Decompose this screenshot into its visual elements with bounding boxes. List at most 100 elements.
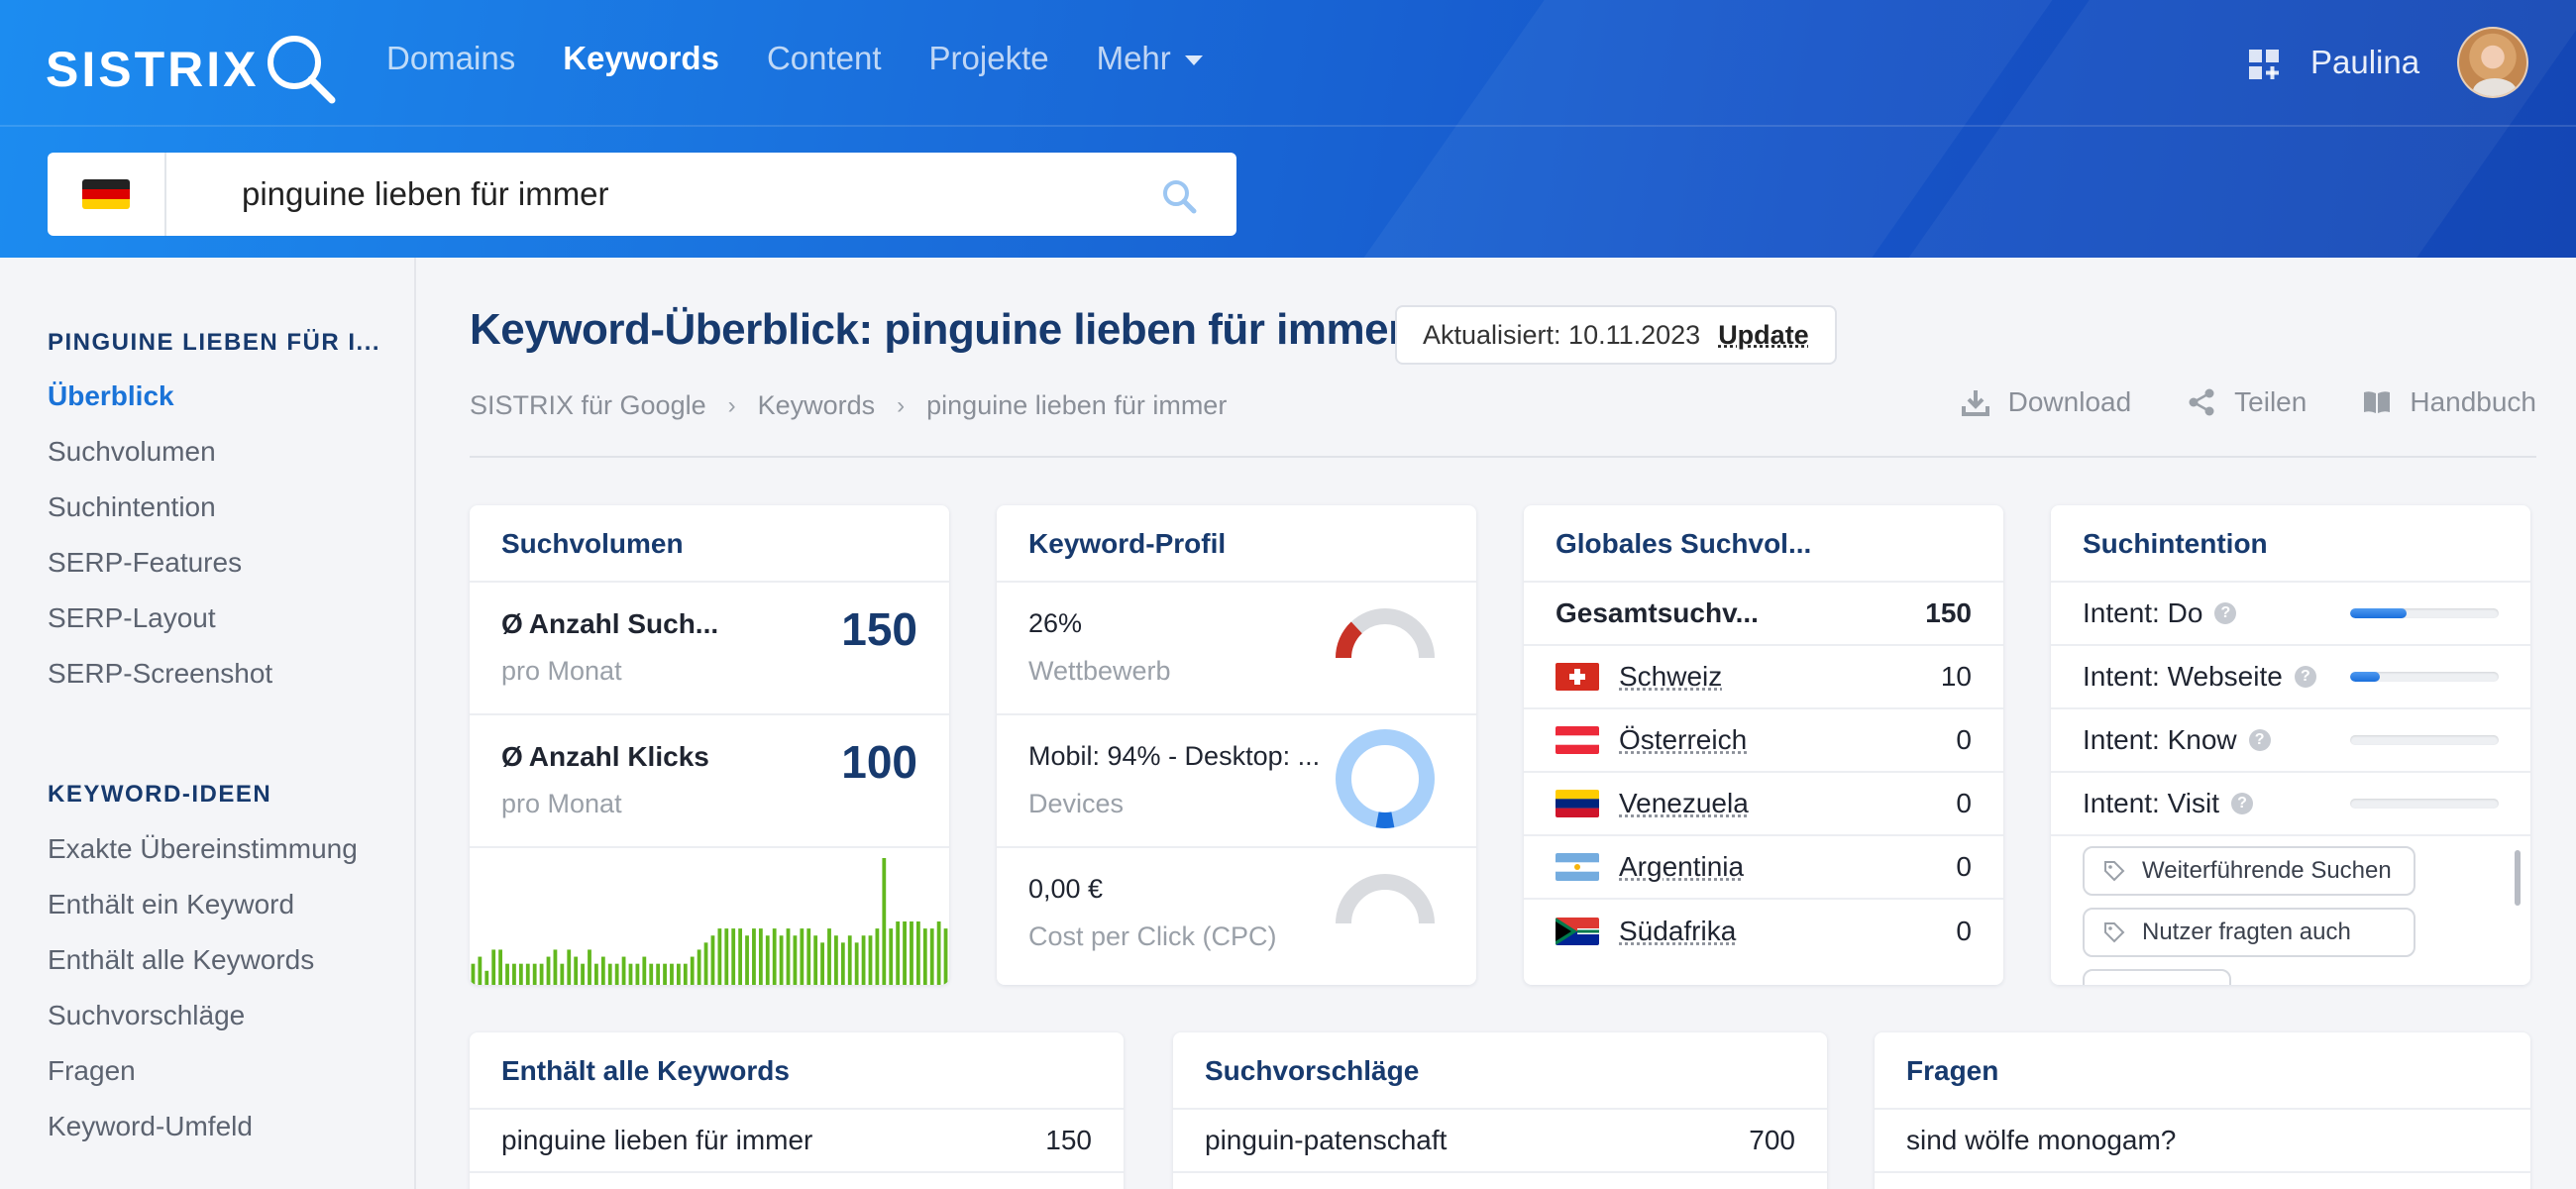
- card-title[interactable]: Suchvolumen: [470, 505, 949, 583]
- help-icon[interactable]: ?: [2248, 729, 2271, 751]
- volume-bar: [724, 928, 729, 985]
- intent-label: Intent: Visit: [2083, 788, 2220, 818]
- sidebar-item-serp-features[interactable]: SERP-Features: [48, 547, 243, 578]
- sidebar-item-exakte-uebereinstimmung[interactable]: Exakte Übereinstimmung: [48, 833, 358, 864]
- volume-bar: [512, 963, 516, 985]
- metric-sublabel: pro Monat: [501, 656, 622, 686]
- country-selector[interactable]: [48, 153, 166, 236]
- country-link[interactable]: Südafrika: [1619, 916, 1737, 946]
- nav-keywords[interactable]: Keywords: [563, 40, 719, 76]
- nav-mehr[interactable]: Mehr: [1097, 40, 1203, 77]
- keyword-row[interactable]: pinguine lieben für immer 150: [470, 1110, 1124, 1173]
- volume-bar: [779, 935, 784, 985]
- nav-content[interactable]: Content: [766, 40, 882, 76]
- user-name[interactable]: Paulina: [2310, 44, 2420, 80]
- sistrix-logo[interactable]: SISTRIX: [46, 34, 338, 105]
- card-title[interactable]: Enthält alle Keywords: [470, 1032, 1124, 1110]
- tag-label: Weiterführende Suchen: [2142, 857, 2392, 884]
- global-total-label: Gesamtsuchv...: [1556, 597, 1759, 628]
- volume-bar: [710, 935, 715, 985]
- card-title[interactable]: Globales Suchvol...: [1524, 505, 2003, 583]
- sidebar-item-suchintention[interactable]: Suchintention: [48, 491, 216, 522]
- volume-bar: [896, 921, 901, 985]
- scrollbar[interactable]: [2515, 850, 2521, 906]
- competition-label: Wettbewerb: [1028, 656, 1171, 686]
- country-link[interactable]: Schweiz: [1619, 661, 1723, 692]
- question-row[interactable]: sind wölfe monogam?: [1875, 1110, 2530, 1173]
- chevron-down-icon: [1184, 55, 1203, 65]
- manual-button[interactable]: Handbuch: [2362, 386, 2536, 418]
- top-header: SISTRIX Domains Keywords Content Projekt…: [0, 0, 2576, 258]
- country-link[interactable]: Österreich: [1619, 724, 1748, 755]
- card-keyword-profil: Keyword-Profil 26% Wettbewerb Mobil: 94%…: [997, 505, 1476, 985]
- volume-bar: [910, 921, 913, 985]
- intent-bar: [2350, 672, 2499, 682]
- nav-domains[interactable]: Domains: [386, 40, 516, 76]
- share-button[interactable]: Teilen: [2187, 386, 2307, 418]
- keyword-row[interactable]: pinguin-patenschaft 700: [1173, 1110, 1827, 1173]
- sidebar-item-fragen[interactable]: Fragen: [48, 1055, 136, 1086]
- help-icon[interactable]: ?: [2231, 793, 2254, 814]
- card-title[interactable]: Suchintention: [2051, 505, 2530, 583]
- card-questions: Fragen sind wölfe monogam?: [1875, 1032, 2530, 1189]
- volume-bar: [861, 935, 866, 985]
- volume-bar: [854, 942, 859, 985]
- main-content: Keyword-Überblick: pinguine lieben für i…: [418, 258, 2576, 1189]
- metric-label: Ø Anzahl Such...: [501, 608, 718, 640]
- updated-date: Aktualisiert: 10.11.2023: [1423, 319, 1701, 350]
- argentina-flag-icon: [1556, 853, 1599, 881]
- competition-gauge-fill: [1336, 621, 1363, 659]
- volume-bar: [882, 858, 887, 985]
- metric-sublabel: pro Monat: [501, 789, 622, 818]
- country-row-schweiz: Schweiz 10: [1524, 646, 2003, 709]
- apps-grid-icon[interactable]: [2247, 48, 2281, 81]
- country-link[interactable]: Venezuela: [1619, 788, 1749, 818]
- tag-weiterfuehrende-suchen[interactable]: Weiterführende Suchen: [2083, 846, 2415, 896]
- country-link[interactable]: Argentinia: [1619, 851, 1745, 882]
- sidebar-item-suchvolumen[interactable]: Suchvolumen: [48, 436, 216, 467]
- cpc-value: 0,00 €: [1028, 874, 1104, 904]
- card-title[interactable]: Keyword-Profil: [997, 505, 1476, 583]
- intent-bar-fill: [2350, 672, 2380, 682]
- average-icon: Ø: [501, 608, 523, 639]
- country-value: 0: [1956, 851, 1972, 882]
- search-input[interactable]: [166, 164, 1078, 224]
- search-volume-row: Ø Anzahl Such... pro Monat 150: [470, 583, 949, 715]
- breadcrumb-sistrix[interactable]: SISTRIX für Google: [470, 390, 706, 420]
- help-icon[interactable]: ?: [2294, 666, 2316, 688]
- devices-row: Mobil: 94% - Desktop: ... Devices: [997, 715, 1476, 848]
- sidebar-item-enthaelt-ein-keyword[interactable]: Enthält ein Keyword: [48, 889, 295, 919]
- search-icon[interactable]: [1159, 176, 1199, 216]
- sidebar-item-serp-screenshot[interactable]: SERP-Screenshot: [48, 658, 273, 689]
- help-icon[interactable]: ?: [2214, 602, 2237, 624]
- country-value: 0: [1956, 724, 1972, 755]
- sidebar-item-keyword-umfeld[interactable]: Keyword-Umfeld: [48, 1111, 253, 1141]
- tag-nutzer-fragten-auch[interactable]: Nutzer fragten auch: [2083, 908, 2415, 957]
- volume-bar: [834, 935, 838, 985]
- manual-label: Handbuch: [2410, 386, 2536, 417]
- breadcrumb-keywords[interactable]: Keywords: [757, 390, 876, 420]
- keyword-volume: 150: [1045, 1125, 1092, 1155]
- update-link[interactable]: Update: [1718, 319, 1809, 350]
- tag-partial[interactable]: [2083, 969, 2231, 985]
- volume-bar: [752, 928, 756, 985]
- sidebar-item-serp-layout[interactable]: SERP-Layout: [48, 602, 216, 633]
- country-value: 10: [1940, 661, 1972, 692]
- download-button[interactable]: Download: [1961, 386, 2131, 418]
- sidebar-item-enthaelt-alle-keywords[interactable]: Enthält alle Keywords: [48, 944, 315, 975]
- search-volume-chart[interactable]: [470, 850, 949, 985]
- card-title[interactable]: Suchvorschläge: [1173, 1032, 1827, 1110]
- search-volume-value: 150: [841, 603, 917, 655]
- volume-bar: [670, 963, 674, 985]
- metric-label: Ø Anzahl Klicks: [501, 741, 709, 773]
- avatar[interactable]: [2457, 27, 2528, 98]
- volume-bar: [649, 963, 654, 985]
- nav-projekte[interactable]: Projekte: [928, 40, 1049, 76]
- card-suchintention: Suchintention Intent: Do ? Intent: Webse…: [2051, 505, 2530, 985]
- sidebar-item-ueberblick[interactable]: Überblick: [48, 380, 174, 411]
- volume-bar: [717, 928, 722, 985]
- card-title[interactable]: Fragen: [1875, 1032, 2530, 1110]
- volume-bar: [642, 956, 647, 985]
- sidebar-item-suchvorschlaege[interactable]: Suchvorschläge: [48, 1000, 246, 1030]
- share-icon: [2189, 388, 2214, 416]
